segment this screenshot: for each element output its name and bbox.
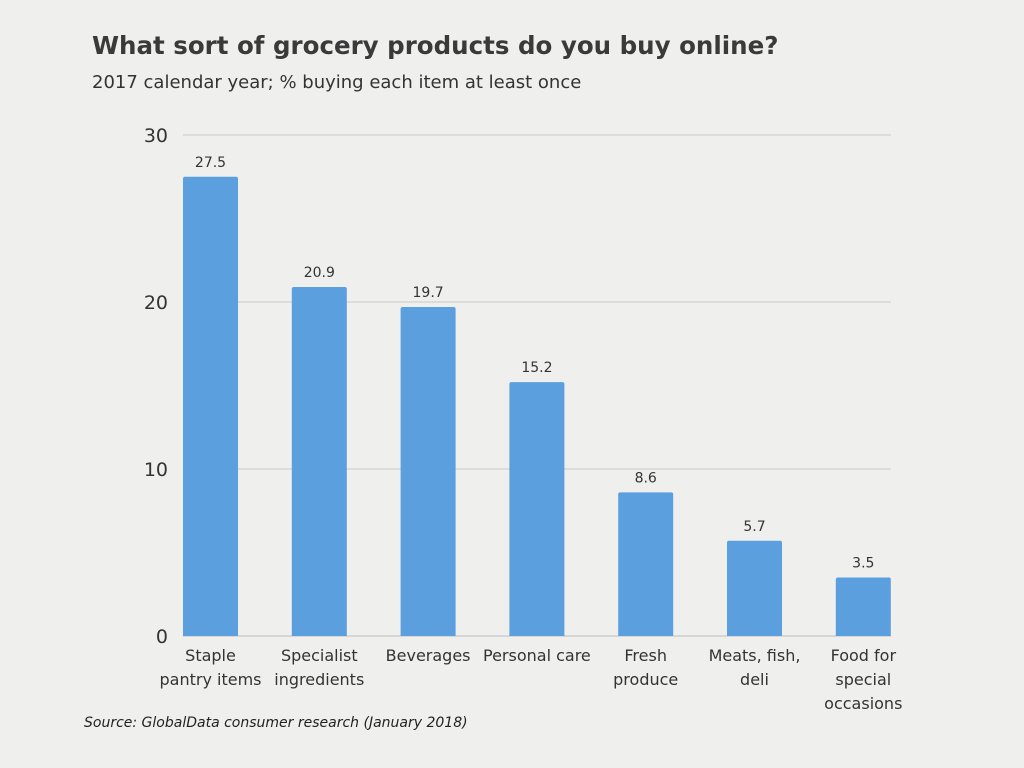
- x-tick-label-line: Meats, fish,: [709, 646, 801, 665]
- bar: [400, 307, 456, 636]
- x-tick-label-line: Personal care: [483, 646, 591, 665]
- chart-title: What sort of grocery products do you buy…: [92, 31, 779, 60]
- x-tick-label-line: produce: [613, 670, 678, 689]
- x-axis-ticks: Staple pantry items Specialist ingredients B…: [160, 646, 903, 713]
- x-tick-label-line: Staple: [185, 646, 236, 665]
- x-tick-label: Personal care: [483, 646, 591, 665]
- x-tick-label: Fresh produce: [613, 646, 678, 689]
- x-tick-label-line: Specialist: [281, 646, 358, 665]
- bar: [509, 382, 565, 636]
- x-tick-label-line: Fresh: [624, 646, 667, 665]
- x-tick-label: Meats, fish, deli: [709, 646, 801, 689]
- chart-subtitle: 2017 calendar year; % buying each item a…: [92, 72, 582, 93]
- y-tick-label: 0: [156, 626, 168, 648]
- x-tick-label-line: pantry items: [160, 670, 262, 689]
- bar: [727, 540, 782, 636]
- x-tick-label-line: deli: [740, 670, 769, 689]
- x-tick-label-line: special: [835, 670, 891, 689]
- x-tick-label: Food for special occasions: [824, 646, 902, 713]
- source-note: Source: GlobalData consumer research (Ja…: [84, 715, 468, 731]
- x-tick-label-line: Food for: [831, 646, 897, 665]
- y-axis-ticks: 0 10 20 30: [144, 125, 168, 648]
- x-tick-label-line: ingredients: [274, 670, 364, 689]
- value-label: 3.5: [852, 556, 874, 572]
- y-tick-label: 20: [144, 292, 168, 314]
- value-label: 15.2: [521, 360, 552, 376]
- x-tick-label: Staple pantry items: [160, 646, 262, 689]
- value-labels: 27.5 20.9 19.7 15.2 8.6 5.7 3.5: [195, 155, 875, 572]
- bar: [183, 176, 238, 636]
- bar: [291, 286, 347, 636]
- value-label: 8.6: [635, 470, 657, 486]
- y-tick-label: 30: [144, 125, 168, 147]
- value-label: 5.7: [743, 519, 765, 535]
- value-label: 20.9: [304, 265, 335, 281]
- value-label: 27.5: [195, 155, 226, 171]
- x-tick-label-line: Beverages: [386, 646, 471, 665]
- bars: [183, 176, 891, 636]
- value-label: 19.7: [413, 285, 444, 301]
- x-tick-label: Beverages: [386, 646, 471, 665]
- x-tick-label-line: occasions: [824, 694, 902, 713]
- x-tick-label: Specialist ingredients: [274, 646, 364, 689]
- bar: [618, 492, 674, 636]
- y-tick-label: 10: [144, 459, 168, 481]
- bar: [835, 577, 891, 636]
